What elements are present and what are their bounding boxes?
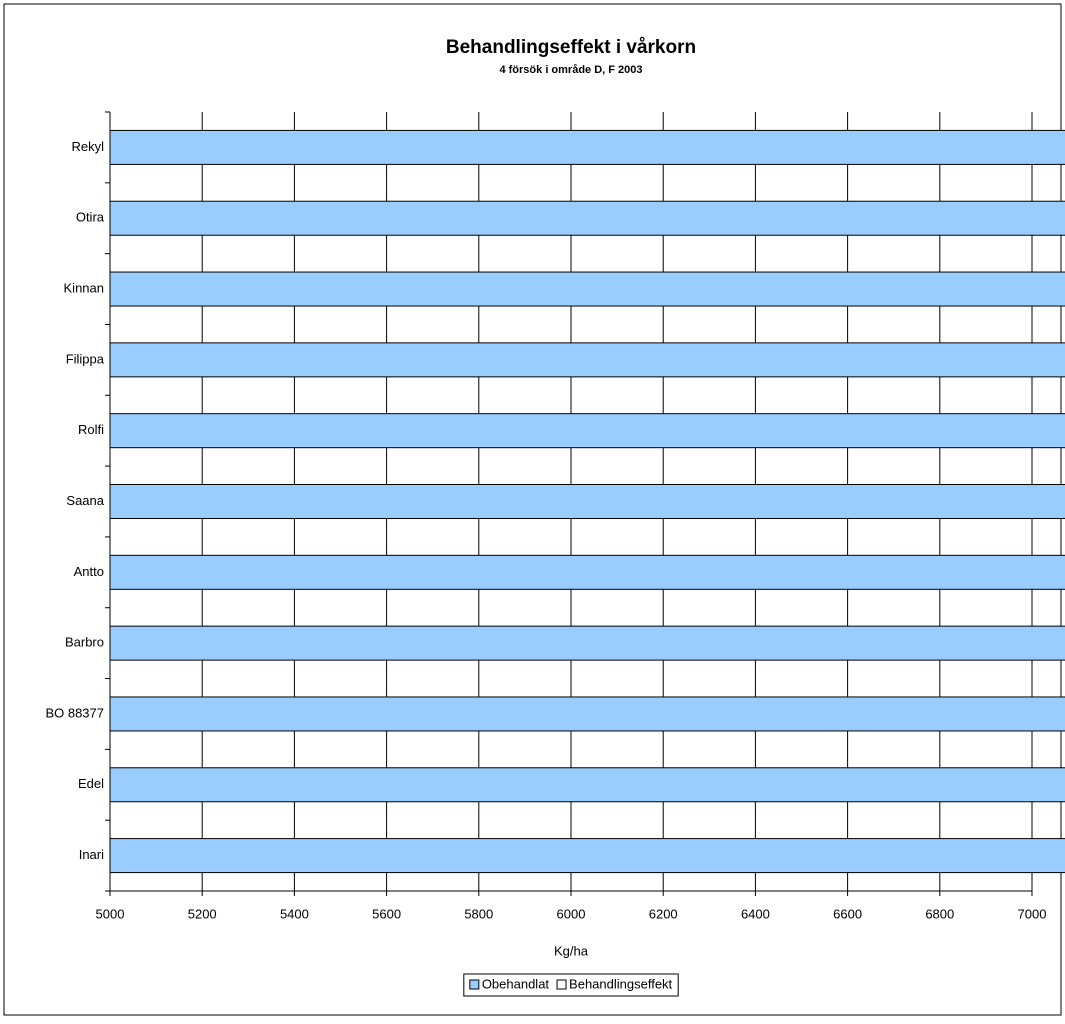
y-tick-label: Rekyl — [71, 139, 104, 154]
x-tick-label: 5000 — [96, 906, 125, 921]
y-tick-label: Barbro — [65, 635, 104, 650]
chart-title: Behandlingseffekt i vårkorn — [446, 37, 696, 58]
y-tick-label: Inari — [79, 847, 104, 862]
x-tick-label: 6200 — [649, 906, 678, 921]
y-tick-label: Kinnan — [64, 280, 104, 295]
x-tick-label: 5800 — [464, 906, 493, 921]
bar-segment — [109, 484, 1065, 519]
x-tick-label: 6000 — [557, 906, 586, 921]
chart-subtitle: 4 försök i område D, F 2003 — [499, 64, 642, 76]
x-tick-label: 5400 — [280, 906, 309, 921]
bar-segment — [109, 696, 1065, 732]
bar-segment — [109, 554, 1065, 590]
bar-segment — [109, 838, 1065, 874]
y-tick-label: BO 88377 — [45, 705, 104, 720]
bar-segment — [109, 129, 1065, 165]
bar-segment — [109, 342, 1065, 378]
y-tick-label: Edel — [78, 776, 104, 791]
x-tick-label: 5600 — [372, 906, 401, 921]
x-tick-label: 6600 — [833, 906, 862, 921]
y-tick-label: Saana — [66, 493, 104, 508]
legend-swatch — [556, 979, 567, 990]
bar-segment — [109, 625, 1065, 661]
y-tick-label: Filippa — [66, 351, 105, 366]
x-axis-title: Kg/ha — [554, 943, 589, 958]
y-tick-label: Rolfi — [78, 422, 104, 437]
legend-label: Behandlingseffekt — [569, 976, 673, 991]
bar-segment — [109, 767, 1065, 803]
x-tick-label: 5200 — [188, 906, 217, 921]
legend-swatch — [469, 979, 480, 990]
legend-box — [463, 973, 679, 997]
x-tick-label: 7000 — [1018, 906, 1047, 921]
x-tick-label: 6800 — [925, 906, 954, 921]
x-tick-label: 6400 — [741, 906, 770, 921]
bar-segment — [109, 413, 1065, 449]
bar-segment — [109, 200, 1065, 236]
legend-label: Obehandlat — [482, 976, 550, 991]
y-tick-label: Otira — [76, 210, 105, 225]
y-tick-label: Antto — [74, 564, 104, 579]
bar-segment — [109, 271, 1065, 307]
